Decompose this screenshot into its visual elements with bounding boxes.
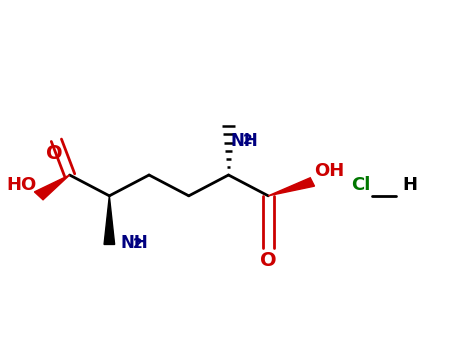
- Text: H: H: [403, 176, 418, 194]
- Text: NH: NH: [121, 234, 148, 252]
- Polygon shape: [35, 175, 70, 200]
- Text: HO: HO: [6, 176, 36, 194]
- Text: 2: 2: [243, 133, 253, 147]
- Polygon shape: [268, 178, 314, 196]
- Text: OH: OH: [314, 162, 345, 180]
- Text: O: O: [260, 251, 277, 271]
- Text: O: O: [46, 144, 62, 163]
- Polygon shape: [104, 196, 115, 244]
- Text: 2: 2: [133, 237, 142, 251]
- Text: Cl: Cl: [351, 176, 371, 194]
- Text: NH: NH: [231, 132, 258, 149]
